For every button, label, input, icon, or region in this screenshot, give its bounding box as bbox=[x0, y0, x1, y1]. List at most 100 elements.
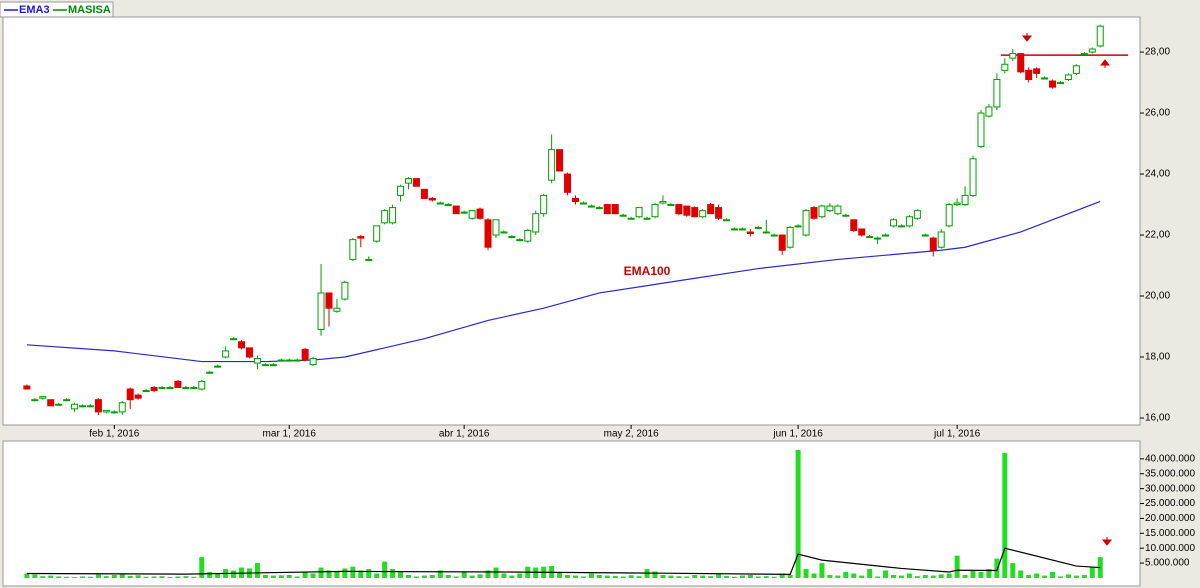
bar bbox=[1002, 452, 1008, 578]
bar bbox=[437, 570, 443, 578]
bar bbox=[1081, 574, 1087, 578]
bar bbox=[485, 570, 491, 578]
candle-body bbox=[540, 194, 548, 215]
bar bbox=[127, 575, 133, 578]
bar bbox=[1057, 576, 1063, 578]
bar bbox=[787, 574, 793, 578]
x-tick-label: jul 1, 2016 bbox=[933, 429, 981, 440]
bar bbox=[1018, 570, 1024, 578]
candle-body bbox=[794, 225, 802, 228]
bar bbox=[103, 576, 109, 578]
bar bbox=[580, 576, 586, 578]
candle-body bbox=[373, 225, 381, 242]
bar bbox=[453, 576, 459, 578]
bar bbox=[1065, 574, 1071, 578]
candle-body bbox=[635, 207, 643, 218]
candle-body bbox=[937, 231, 945, 248]
candle-body bbox=[508, 236, 516, 239]
bar bbox=[898, 575, 904, 578]
y-tick-label: 25.000.000 bbox=[1145, 498, 1195, 509]
bar bbox=[80, 576, 86, 578]
bar bbox=[310, 573, 316, 578]
bar bbox=[557, 572, 563, 578]
candle-body bbox=[651, 204, 659, 218]
candle-body bbox=[556, 149, 564, 172]
bar bbox=[755, 576, 761, 578]
candle-body bbox=[412, 178, 420, 187]
candle-body bbox=[667, 204, 675, 207]
candle-body bbox=[1049, 80, 1057, 88]
candle-body bbox=[897, 225, 905, 228]
bar bbox=[946, 573, 952, 578]
candle-body bbox=[993, 79, 1001, 108]
bar bbox=[40, 576, 46, 578]
bar bbox=[207, 572, 213, 578]
candle-body bbox=[405, 178, 413, 184]
price-panel bbox=[2, 16, 1141, 426]
bar bbox=[652, 571, 658, 578]
candle-body bbox=[126, 388, 134, 401]
bar bbox=[215, 573, 221, 578]
candle-body bbox=[699, 210, 707, 218]
bar bbox=[262, 574, 268, 578]
bar bbox=[660, 574, 666, 578]
bar bbox=[167, 577, 173, 578]
bar bbox=[700, 575, 706, 578]
candle-body bbox=[158, 386, 166, 389]
bar bbox=[429, 574, 435, 578]
bar bbox=[978, 572, 984, 578]
bar bbox=[724, 575, 730, 578]
legend-label: EMA3 bbox=[19, 4, 50, 16]
arrow-down bbox=[1101, 537, 1113, 546]
candle-body bbox=[564, 173, 572, 193]
candle-body bbox=[802, 210, 810, 236]
candle-body bbox=[174, 380, 182, 388]
bar bbox=[708, 576, 714, 578]
arrow-up bbox=[1099, 59, 1111, 68]
bar bbox=[612, 575, 618, 578]
candle-body bbox=[460, 211, 468, 214]
bar bbox=[604, 575, 610, 578]
y-tick-label: 35.000.000 bbox=[1145, 468, 1195, 479]
bar bbox=[517, 573, 523, 578]
bar bbox=[1010, 563, 1016, 578]
bar bbox=[374, 573, 380, 578]
x-tick-label: may 2, 2016 bbox=[604, 429, 659, 440]
bar bbox=[986, 569, 992, 578]
bar bbox=[278, 575, 284, 578]
bar bbox=[1042, 575, 1048, 578]
bar bbox=[294, 576, 300, 578]
bar bbox=[636, 576, 642, 578]
bar bbox=[572, 575, 578, 578]
bar bbox=[620, 576, 626, 578]
bar bbox=[843, 572, 849, 578]
bar bbox=[891, 574, 897, 578]
bar bbox=[413, 576, 419, 578]
candle-body bbox=[595, 207, 603, 210]
candle-body bbox=[182, 386, 190, 389]
y-tick-label: 16,00 bbox=[1145, 413, 1170, 424]
candle-body bbox=[1025, 69, 1033, 81]
candle-body bbox=[253, 358, 261, 364]
candle-body bbox=[643, 217, 651, 220]
x-tick-label: mar 1, 2016 bbox=[263, 429, 317, 440]
y-tick-label: 15.000.000 bbox=[1145, 528, 1195, 539]
bar bbox=[716, 573, 722, 578]
candle-body bbox=[1017, 53, 1025, 73]
candle-body bbox=[476, 208, 484, 219]
bar bbox=[771, 576, 777, 578]
bar bbox=[938, 574, 944, 578]
bar bbox=[64, 576, 70, 578]
bar bbox=[588, 573, 594, 578]
candle-body bbox=[166, 386, 174, 389]
candle-body bbox=[206, 371, 214, 374]
candle-body bbox=[603, 204, 611, 215]
x-tick-label: abr 1, 2016 bbox=[439, 429, 490, 440]
candle-body bbox=[420, 188, 428, 199]
candle-body bbox=[31, 399, 39, 402]
candle-body bbox=[587, 205, 595, 208]
y-tick-label: 20.000.000 bbox=[1145, 513, 1195, 524]
bar bbox=[326, 570, 332, 578]
candle-body bbox=[293, 359, 301, 362]
bar bbox=[970, 570, 976, 578]
